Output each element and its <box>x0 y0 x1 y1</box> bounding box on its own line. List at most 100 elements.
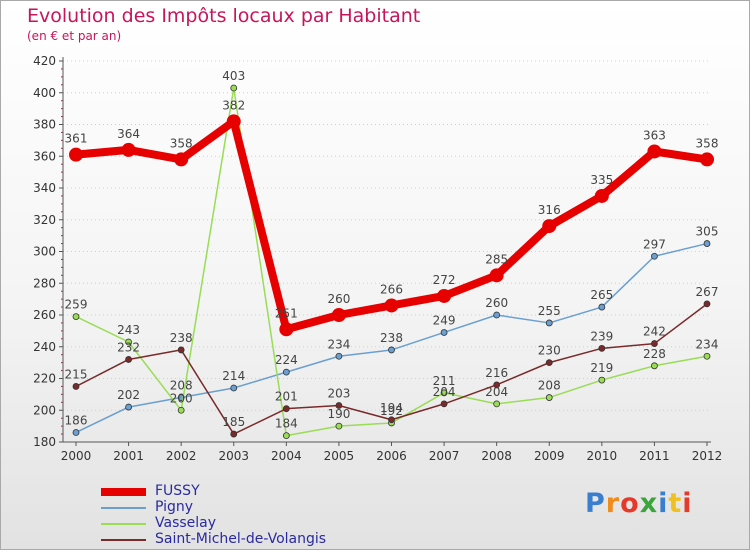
legend-swatch-fussy <box>101 488 146 496</box>
legend-label-fussy: FUSSY <box>155 483 200 499</box>
data-point-vasselay <box>177 406 185 414</box>
data-point-vasselay <box>493 400 501 408</box>
data-label-saint-michel-de-volangis: 230 <box>538 344 561 358</box>
data-point-pigny <box>493 311 501 319</box>
data-label-pigny: 186 <box>65 413 88 427</box>
chart-legend: FUSSY Pigny Vasselay Saint-Michel-de-Volang… <box>101 483 401 548</box>
data-point-pigny <box>440 329 448 336</box>
x-tick-label-2002: 2002 <box>166 449 197 463</box>
y-tick-label-400: 400 <box>33 86 56 100</box>
legend-item-vasselay: Vasselay <box>101 515 401 532</box>
data-label-saint-michel-de-volangis: 201 <box>275 390 298 404</box>
data-label-pigny: 224 <box>275 353 298 367</box>
y-tick-label-300: 300 <box>33 245 56 259</box>
x-tick-label-2001: 2001 <box>113 449 144 463</box>
x-tick-label-2000: 2000 <box>61 449 92 463</box>
data-label-pigny: 260 <box>485 296 508 310</box>
y-tick-label-240: 240 <box>33 340 56 354</box>
x-tick-label-2004: 2004 <box>271 449 302 463</box>
chart-title: Evolution des Impôts locaux par Habitant <box>27 5 421 27</box>
data-label-fussy: 382 <box>222 98 245 112</box>
y-tick-label-180: 180 <box>33 435 56 449</box>
x-tick-label-2011: 2011 <box>639 449 670 463</box>
data-point-pigny <box>125 403 132 411</box>
y-tick-label-320: 320 <box>33 213 56 227</box>
x-tick-label-2010: 2010 <box>587 449 618 463</box>
data-label-saint-michel-de-volangis: 242 <box>643 325 666 339</box>
legend-swatch-vasselay <box>101 523 146 525</box>
data-point-saint-michel-de-volangis <box>703 300 711 308</box>
data-point-saint-michel-de-volangis <box>230 430 238 438</box>
data-point-fussy <box>700 152 714 167</box>
logo-letter: o <box>620 488 640 519</box>
data-point-fussy <box>542 219 557 234</box>
x-tick-label-2007: 2007 <box>429 449 460 463</box>
y-tick-label-280: 280 <box>33 276 56 290</box>
logo-letter: P <box>585 488 606 519</box>
data-label-vasselay: 208 <box>538 379 561 393</box>
data-point-pigny <box>598 303 606 311</box>
y-tick-label-380: 380 <box>33 118 56 132</box>
data-point-saint-michel-de-volangis <box>388 416 395 424</box>
data-label-saint-michel-de-volangis: 203 <box>327 386 350 400</box>
data-label-vasselay: 200 <box>170 391 193 405</box>
data-label-vasselay: 192 <box>380 404 403 418</box>
data-label-fussy: 358 <box>696 136 719 150</box>
data-label-vasselay: 219 <box>590 361 613 375</box>
x-tick-label-2008: 2008 <box>481 449 512 463</box>
data-label-vasselay: 190 <box>327 407 350 421</box>
data-label-saint-michel-de-volangis: 216 <box>485 366 508 380</box>
y-tick-label-420: 420 <box>33 54 56 68</box>
data-label-fussy: 260 <box>327 292 350 306</box>
x-tick-label-2006: 2006 <box>376 449 407 463</box>
data-label-pigny: 249 <box>433 313 456 327</box>
data-point-saint-michel-de-volangis <box>493 381 501 389</box>
data-label-pigny: 297 <box>643 237 666 251</box>
legend-item-fussy: FUSSY <box>101 483 401 500</box>
data-point-pigny <box>651 252 658 260</box>
logo-letter: r <box>605 488 621 519</box>
data-point-vasselay <box>598 376 606 384</box>
data-point-vasselay <box>651 362 658 370</box>
data-point-saint-michel-de-volangis <box>545 359 553 367</box>
data-point-pigny <box>282 368 290 376</box>
x-tick-label-2003: 2003 <box>218 449 249 463</box>
legend-label-vasselay: Vasselay <box>155 515 217 531</box>
y-tick-label-200: 200 <box>33 403 56 417</box>
data-point-fussy <box>331 308 346 322</box>
logo-letter: i <box>682 488 693 519</box>
chart-subtitle: (en € et par an) <box>27 29 122 43</box>
data-point-saint-michel-de-volangis <box>651 340 658 347</box>
legend-swatch-saint-michel-de-volangis <box>101 539 146 541</box>
data-point-fussy <box>279 322 294 337</box>
x-tick-label-2009: 2009 <box>534 449 565 463</box>
legend-item-saint-michel-de-volangis: Saint-Michel-de-Volangis <box>101 531 401 548</box>
data-label-saint-michel-de-volangis: 185 <box>222 415 245 429</box>
data-label-fussy: 272 <box>433 273 456 287</box>
data-label-pigny: 265 <box>590 288 613 302</box>
data-point-fussy <box>437 288 452 303</box>
data-point-saint-michel-de-volangis <box>282 405 290 413</box>
data-label-saint-michel-de-volangis: 215 <box>65 367 88 381</box>
data-label-pigny: 234 <box>327 337 350 351</box>
data-label-fussy: 358 <box>170 136 193 150</box>
data-label-fussy: 361 <box>65 132 88 146</box>
data-point-fussy <box>594 188 609 203</box>
legend-swatch-pigny <box>101 507 146 509</box>
data-point-saint-michel-de-volangis <box>177 346 185 354</box>
data-point-saint-michel-de-volangis <box>440 400 448 408</box>
data-point-fussy <box>489 268 504 283</box>
data-point-fussy <box>384 298 399 313</box>
data-label-fussy: 335 <box>590 173 613 187</box>
data-point-pigny <box>388 346 395 354</box>
x-tick-label-2012: 2012 <box>692 449 723 463</box>
data-label-fussy: 316 <box>538 203 561 217</box>
legend-label-pigny: Pigny <box>155 499 194 515</box>
data-label-pigny: 305 <box>696 225 719 239</box>
data-point-fussy <box>121 142 136 157</box>
logo-letter: x <box>639 488 659 519</box>
data-point-saint-michel-de-volangis <box>335 402 343 409</box>
legend-label-saint-michel-de-volangis: Saint-Michel-de-Volangis <box>155 531 327 547</box>
legend-item-pigny: Pigny <box>101 499 401 516</box>
